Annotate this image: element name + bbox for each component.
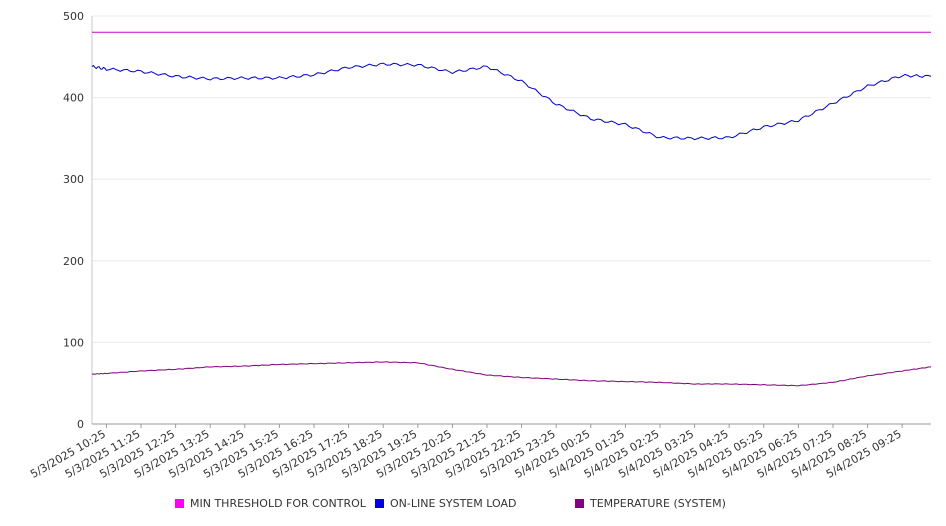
- y-tick-label: 0: [77, 418, 84, 431]
- x-axis: 5/3/2025 10:255/3/2025 11:255/3/2025 12:…: [28, 423, 931, 481]
- legend-label: ON-LINE SYSTEM LOAD: [390, 497, 517, 510]
- legend-swatch: [575, 499, 584, 508]
- legend-swatch: [175, 499, 184, 508]
- legend-item-system-load: ON-LINE SYSTEM LOAD: [375, 497, 516, 510]
- grid-lines: [92, 15, 931, 343]
- legend-item-temperature: TEMPERATURE (SYSTEM): [575, 497, 726, 510]
- legend-item-min-threshold: MIN THRESHOLD FOR CONTROL: [175, 497, 366, 510]
- y-tick-label: 400: [63, 92, 84, 105]
- y-axis: 0 100 200 300 400 500: [63, 10, 93, 431]
- legend: MIN THRESHOLD FOR CONTROL ON-LINE SYSTEM…: [0, 497, 946, 515]
- y-tick-label: 300: [63, 173, 84, 186]
- series-lines: [91, 31, 932, 387]
- series-line: [91, 361, 932, 387]
- legend-swatch: [375, 499, 384, 508]
- legend-label: MIN THRESHOLD FOR CONTROL: [190, 497, 366, 510]
- y-tick-label: 100: [63, 336, 84, 349]
- y-tick-label: 500: [63, 10, 84, 23]
- series-line: [91, 62, 932, 141]
- y-tick-label: 200: [63, 255, 84, 268]
- legend-label: TEMPERATURE (SYSTEM): [590, 497, 726, 510]
